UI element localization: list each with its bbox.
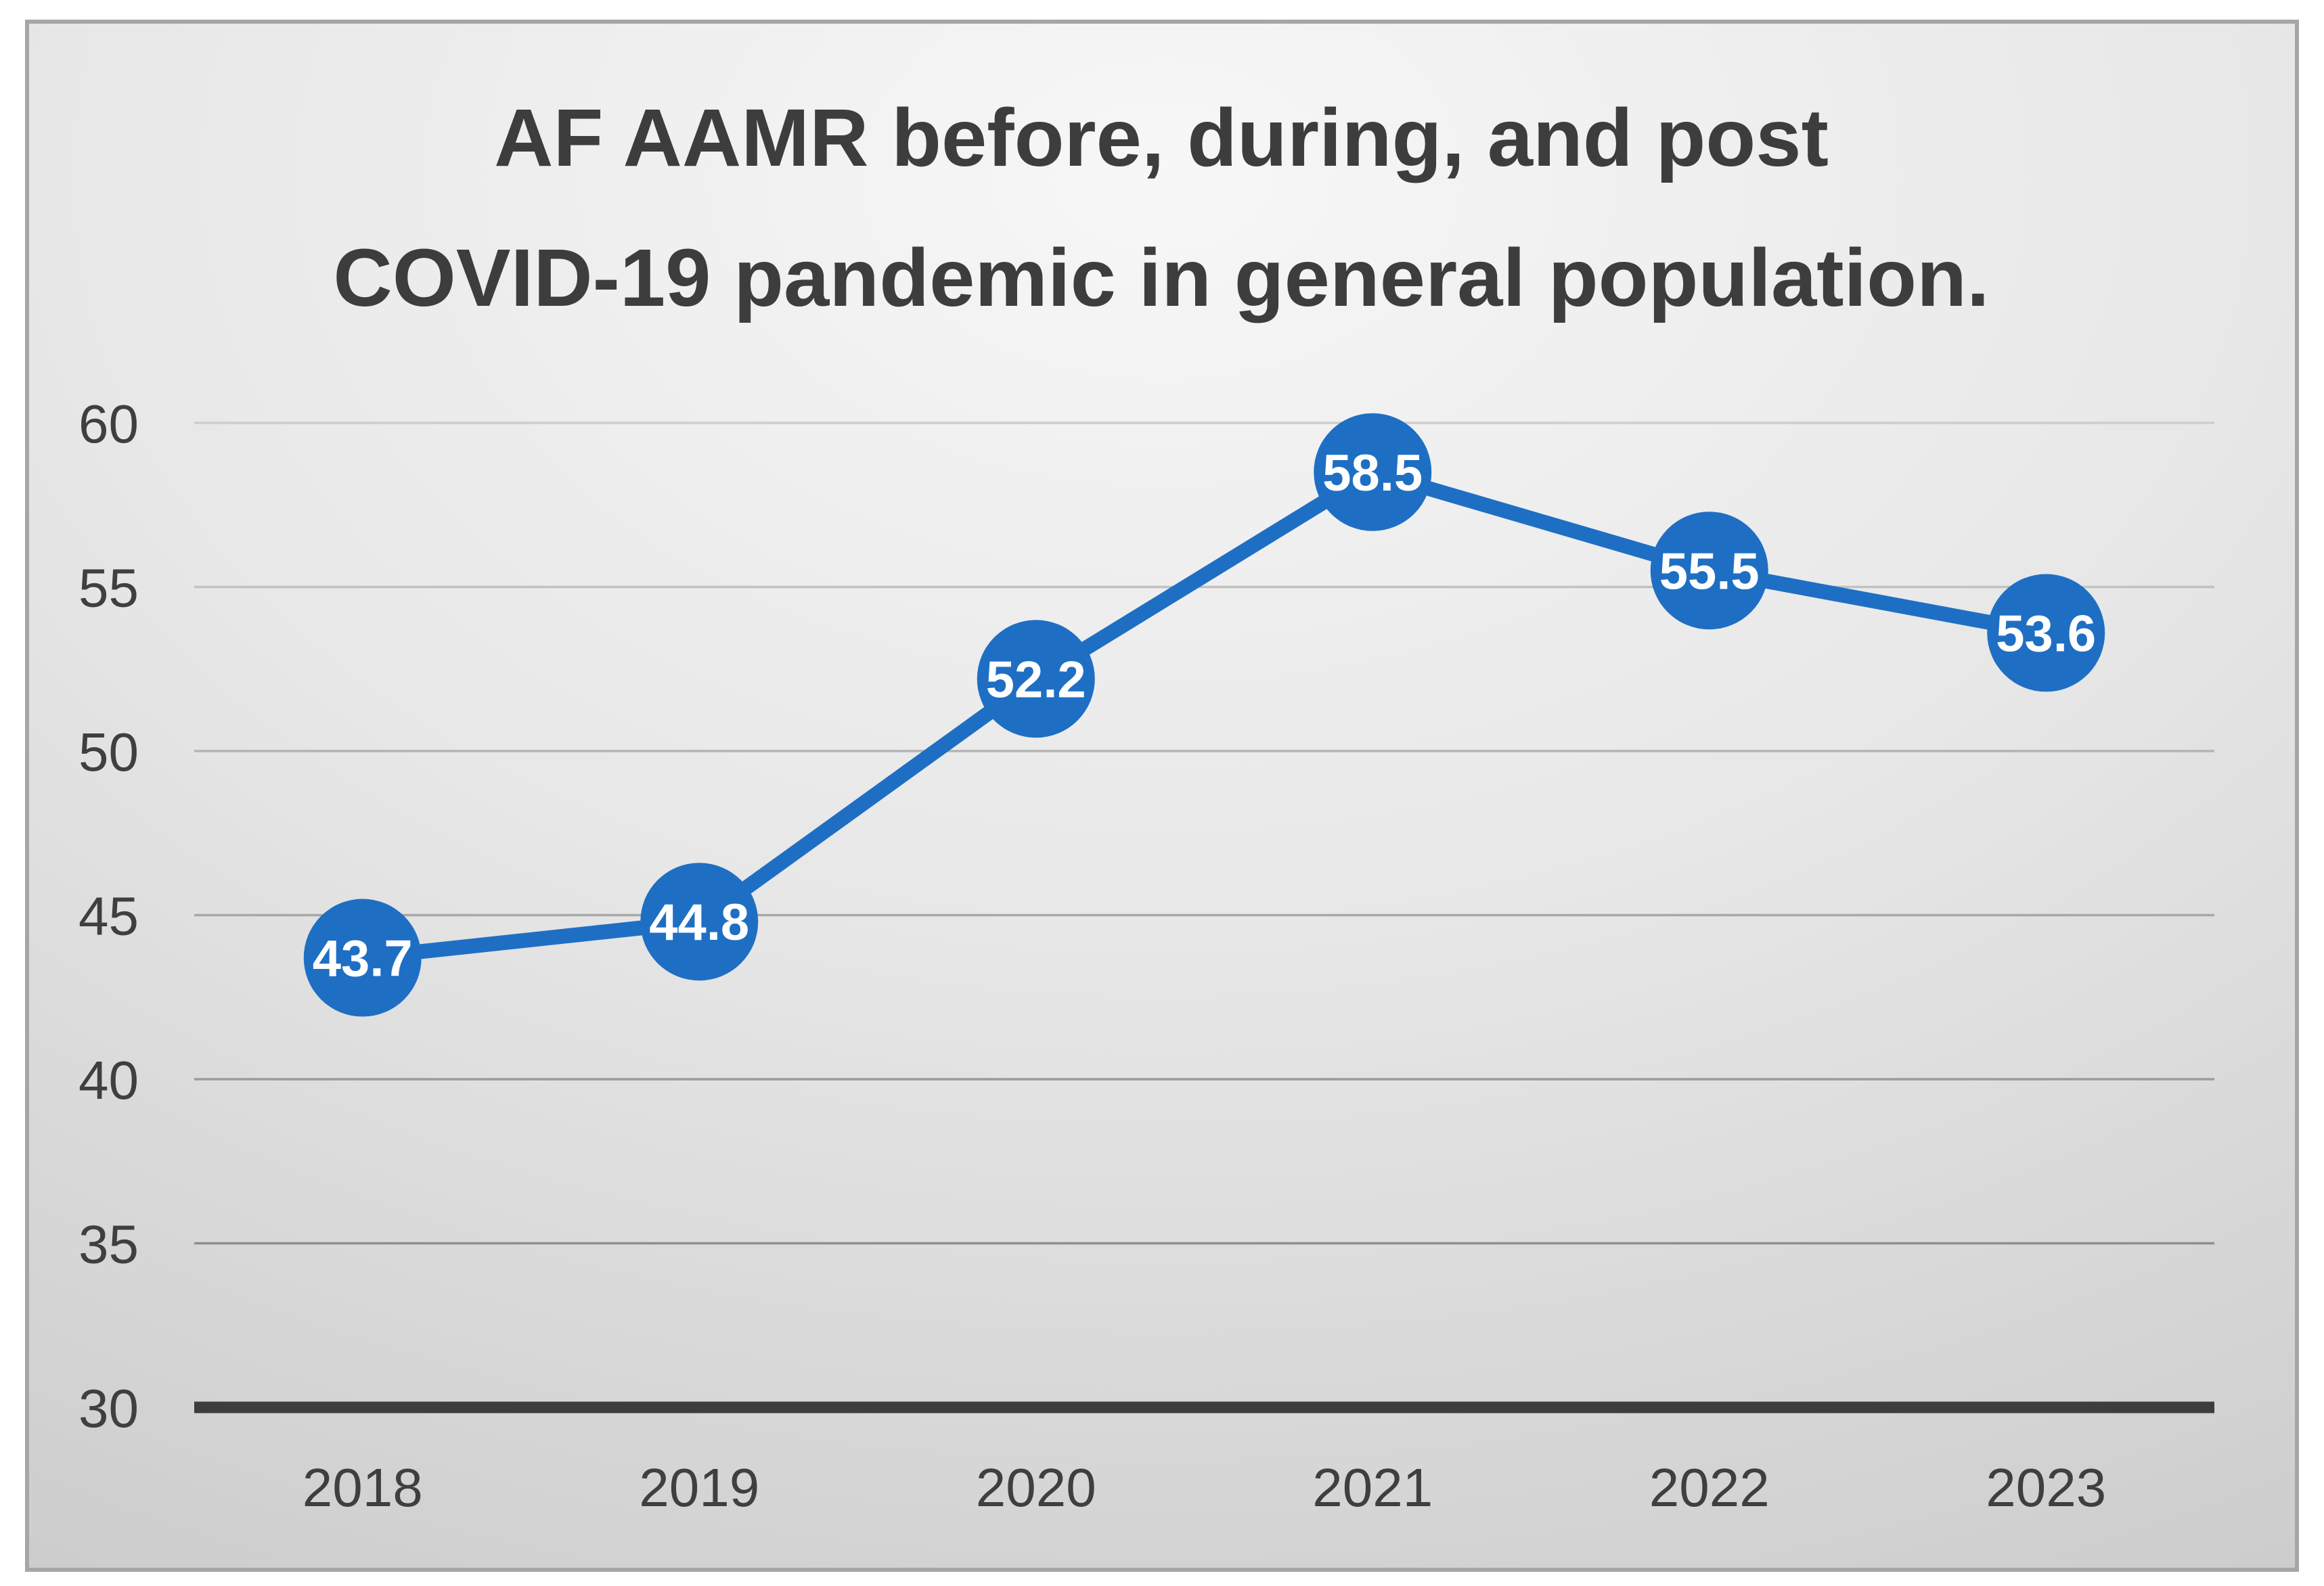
x-tick-label-2019: 2019 xyxy=(639,1457,759,1518)
gridlines-group xyxy=(194,422,2214,1413)
chart-title-line-2: COVID-19 pandemic in general population. xyxy=(333,231,1989,323)
series-group: 43.7 44.8 52.2 58.5 55.5 53.6 xyxy=(303,413,2105,1017)
x-tick-label-2020: 2020 xyxy=(976,1457,1096,1518)
x-tick-label-2022: 2022 xyxy=(1649,1457,1770,1518)
y-tick-label-55: 55 xyxy=(79,558,139,618)
chart-panel xyxy=(25,20,2299,1572)
x-axis-tick-labels: 2018 2019 2020 2021 2022 2023 xyxy=(303,1457,2106,1518)
y-tick-label-45: 45 xyxy=(79,886,139,947)
chart-title-line-1: AF AAMR before, during, and post xyxy=(494,91,1829,183)
data-point-marker-2021 xyxy=(1314,413,1432,531)
data-point-label-2023: 53.6 xyxy=(1996,605,2096,662)
data-point-label-2019: 44.8 xyxy=(649,894,749,951)
data-point-marker-2018 xyxy=(303,899,422,1017)
data-point-label-2020: 52.2 xyxy=(986,651,1086,708)
x-tick-label-2021: 2021 xyxy=(1312,1457,1433,1518)
data-point-label-2018: 43.7 xyxy=(313,930,413,988)
y-tick-label-50: 50 xyxy=(79,722,139,782)
data-point-marker-2019 xyxy=(640,863,759,981)
data-point-marker-2020 xyxy=(977,620,1095,738)
y-tick-label-60: 60 xyxy=(79,394,139,454)
data-point-marker-2022 xyxy=(1650,512,1768,630)
data-point-marker-2023 xyxy=(1987,574,2105,692)
x-tick-label-2023: 2023 xyxy=(1986,1457,2106,1518)
y-tick-label-35: 35 xyxy=(79,1215,139,1275)
y-tick-label-30: 30 xyxy=(79,1378,139,1438)
y-tick-label-40: 40 xyxy=(79,1050,139,1110)
data-point-label-2021: 58.5 xyxy=(1322,445,1423,502)
data-point-label-2022: 55.5 xyxy=(1659,543,1760,600)
y-axis-tick-labels: 60 55 50 45 40 35 30 xyxy=(79,394,139,1438)
x-tick-label-2018: 2018 xyxy=(303,1457,423,1518)
